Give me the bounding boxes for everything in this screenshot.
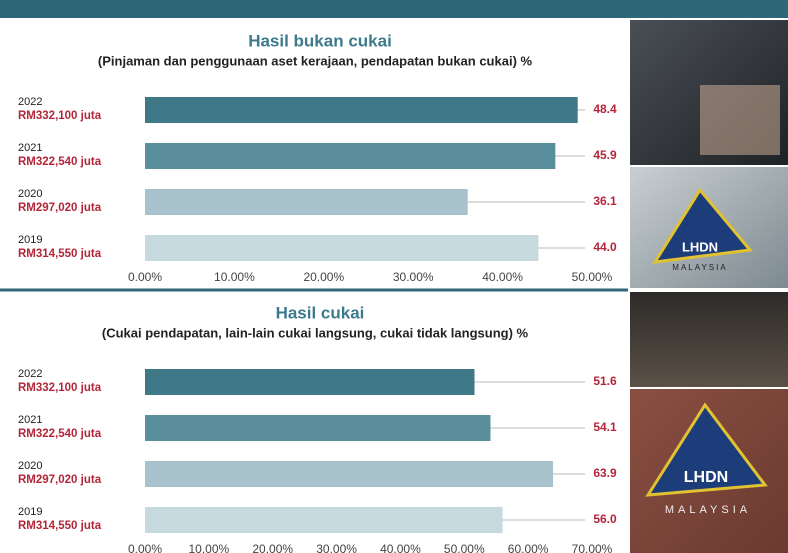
x-tick-label: 30.00% <box>316 542 357 553</box>
logo <box>645 402 768 497</box>
logo-caption: MALAYSIA <box>665 504 751 516</box>
bar <box>145 369 475 395</box>
x-tick-label: 20.00% <box>252 542 293 553</box>
chart-title: Hasil bukan cukai <box>248 31 392 50</box>
category-label: 2020 <box>18 188 42 200</box>
x-tick-label: 0.00% <box>128 542 162 553</box>
logo <box>652 187 753 264</box>
category-amount: RM297,020 juta <box>18 202 102 214</box>
value-label: 48.4 <box>593 102 617 116</box>
bar <box>145 143 556 169</box>
x-tick-label: 10.00% <box>214 270 255 284</box>
value-label: 36.1 <box>593 194 617 208</box>
x-tick-label: 60.00% <box>508 542 549 553</box>
chart-subtitle: (Cukai pendapatan, lain-lain cukai langs… <box>102 325 529 340</box>
category-amount: RM322,540 juta <box>18 428 102 440</box>
category-label: 2022 <box>18 368 42 380</box>
x-tick-label: 40.00% <box>482 270 523 284</box>
category-amount: RM314,550 juta <box>18 248 102 260</box>
logo-text: LHDN <box>684 469 728 486</box>
chart-subtitle: (Pinjaman dan penggunaan aset kerajaan, … <box>98 53 533 68</box>
bar <box>145 507 503 533</box>
category-amount: RM297,020 juta <box>18 474 102 486</box>
value-label: 54.1 <box>593 420 617 434</box>
category-label: 2022 <box>18 96 42 108</box>
logo-text: LHDN <box>682 239 718 254</box>
category-label: 2021 <box>18 414 42 426</box>
value-label: 45.9 <box>593 148 617 162</box>
value-label: 56.0 <box>593 512 617 526</box>
category-amount: RM332,100 juta <box>18 382 102 394</box>
category-label: 2020 <box>18 460 42 472</box>
x-tick-label: 30.00% <box>393 270 434 284</box>
category-label: 2019 <box>18 506 42 518</box>
photo-detail <box>700 85 780 155</box>
category-label: 2019 <box>18 234 42 246</box>
logo-caption: MALAYSIA <box>672 263 727 272</box>
chart-title: Hasil cukai <box>276 303 365 322</box>
category-amount: RM322,540 juta <box>18 156 102 168</box>
x-tick-label: 0.00% <box>128 270 162 284</box>
value-label: 51.6 <box>593 374 617 388</box>
bar <box>145 235 539 261</box>
x-tick-label: 50.00% <box>444 542 485 553</box>
bar <box>145 461 554 487</box>
bar <box>145 97 578 123</box>
bar <box>145 415 491 441</box>
category-amount: RM332,100 juta <box>18 110 102 122</box>
bar <box>145 189 468 215</box>
category-label: 2021 <box>18 142 42 154</box>
value-label: 44.0 <box>593 240 617 254</box>
x-tick-label: 40.00% <box>380 542 421 553</box>
x-tick-label: 50.00% <box>572 270 613 284</box>
top-band <box>0 0 788 18</box>
x-tick-label: 10.00% <box>189 542 230 553</box>
photo <box>630 292 788 387</box>
value-label: 63.9 <box>593 466 617 480</box>
category-amount: RM314,550 juta <box>18 520 102 532</box>
x-tick-label: 20.00% <box>303 270 344 284</box>
x-tick-label: 70.00% <box>572 542 613 553</box>
